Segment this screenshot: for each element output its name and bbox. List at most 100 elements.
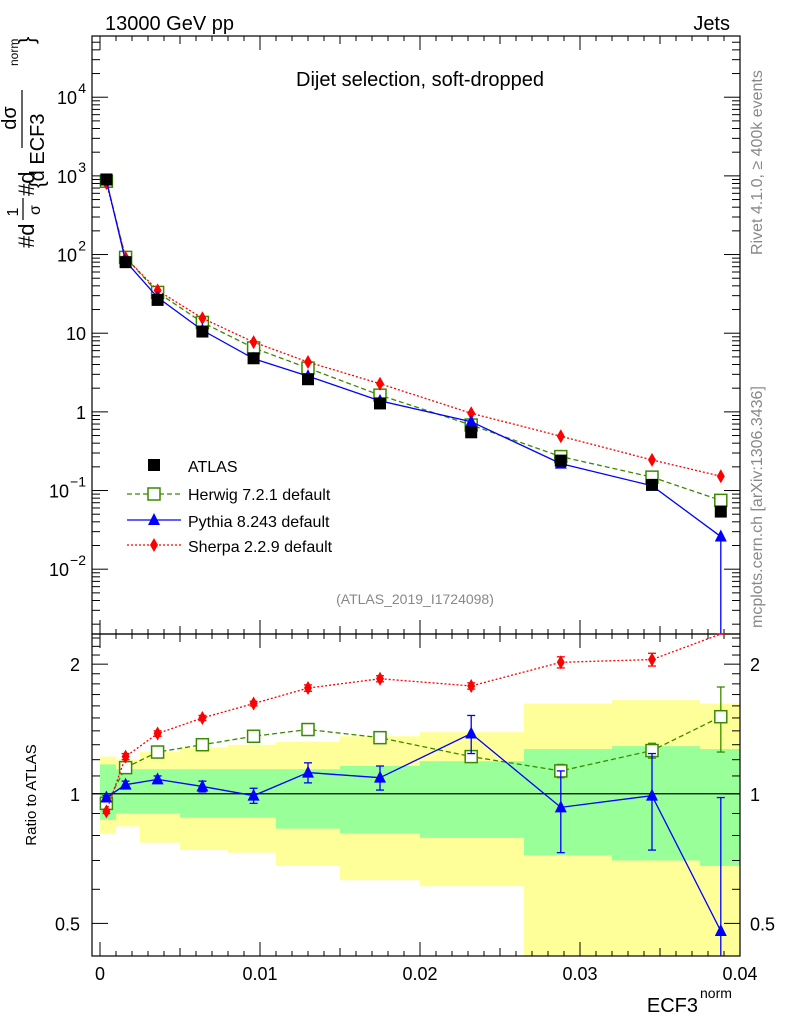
marker-sherpa bbox=[304, 681, 312, 696]
main-y-tick-label: 410 bbox=[57, 80, 86, 108]
svg-text:σ: σ bbox=[27, 205, 44, 215]
main-y-tick-label: 1 bbox=[76, 403, 86, 423]
ratio-y-axis-label: Ratio to ATLAS bbox=[23, 744, 40, 845]
marker-sherpa bbox=[102, 804, 111, 819]
legend-entry-atlas: ATLAS bbox=[148, 459, 238, 476]
marker-herwig bbox=[373, 730, 387, 745]
ratio-y-tick-label-right: 1 bbox=[750, 785, 760, 805]
marker-herwig bbox=[714, 493, 728, 508]
main-y-tick-exponent: 2 bbox=[78, 238, 86, 254]
x-tick-label: 0 bbox=[95, 964, 105, 984]
marker-pythia bbox=[714, 924, 727, 937]
marker-pythia bbox=[100, 790, 113, 803]
legend-entry-sherpa: Sherpa 2.2.9 default bbox=[127, 538, 333, 556]
selection-subtitle: Dijet selection, soft-dropped bbox=[296, 69, 544, 91]
marker-sherpa bbox=[121, 749, 130, 764]
main-y-tick-exponent: −2 bbox=[70, 552, 86, 568]
line-herwig bbox=[105, 181, 722, 501]
main-y-tick-label: −110 bbox=[49, 474, 86, 502]
band-stat-2 bbox=[140, 769, 180, 814]
ratio-plot: 0 0.01 0.02 0.03 0.04 2 2 1 1 0.5 0.5 bbox=[55, 633, 775, 984]
x-tick-label: 0.03 bbox=[562, 964, 597, 984]
marker-sherpa bbox=[153, 283, 162, 298]
marker-pythia bbox=[247, 788, 260, 801]
marker-pythia bbox=[554, 800, 567, 813]
marker-pythia bbox=[374, 770, 386, 783]
line-pythia bbox=[105, 180, 722, 538]
legend-label-pythia: Pythia 8.243 default bbox=[188, 514, 330, 531]
marker-sherpa bbox=[376, 376, 384, 391]
svg-text:#d: #d bbox=[14, 224, 39, 248]
x-tick-label: 0.01 bbox=[242, 964, 277, 984]
marker-atlas bbox=[100, 173, 113, 186]
ratio-y-tick-label-right: 0.5 bbox=[750, 914, 775, 934]
main-y-axis-label: #d 1 σ #d norm dσ {d ECF3 } bbox=[0, 37, 49, 248]
marker-pythia bbox=[714, 529, 727, 542]
marker-pythia bbox=[646, 788, 658, 801]
marker-sherpa bbox=[467, 678, 476, 693]
marker-herwig bbox=[246, 729, 261, 744]
marker-sherpa bbox=[648, 652, 656, 667]
main-y-tick-label: −210 bbox=[49, 552, 86, 580]
ratio-y-tick-label-right: 2 bbox=[750, 655, 760, 675]
svg-text:#d: #d bbox=[14, 172, 39, 196]
main-y-tick-base: 10 bbox=[49, 560, 69, 580]
marker-atlas bbox=[374, 397, 386, 410]
rivet-version-label: Rivet 4.1.0, ≥ 400k events bbox=[749, 70, 766, 255]
main-y-tick-label: 10 bbox=[66, 324, 86, 344]
marker-herwig bbox=[301, 722, 315, 737]
ratio-frame bbox=[91, 633, 741, 957]
marker-pythia bbox=[465, 414, 478, 427]
legend: ATLAS Herwig 7.2.1 default Pythia 8.243 … bbox=[127, 459, 333, 556]
legend-label-atlas: ATLAS bbox=[188, 459, 238, 476]
marker-herwig bbox=[195, 737, 210, 752]
marker-sherpa bbox=[198, 710, 207, 725]
svg-text:1: 1 bbox=[5, 207, 22, 216]
marker-atlas bbox=[714, 505, 727, 518]
marker-sherpa bbox=[648, 452, 656, 467]
svg-text:norm: norm bbox=[700, 985, 732, 1001]
svg-text:}: } bbox=[14, 37, 39, 44]
marker-pythia bbox=[302, 765, 314, 778]
x-axis-label: ECF3 norm bbox=[647, 985, 732, 1017]
main-y-tick-exponent: 4 bbox=[78, 80, 86, 96]
main-y-tick-label: 210 bbox=[57, 238, 86, 266]
marker-pythia bbox=[119, 777, 132, 790]
marker-sherpa bbox=[376, 671, 384, 686]
main-y-tick-label: 310 bbox=[57, 159, 86, 187]
marker-atlas bbox=[554, 454, 567, 467]
x-tick-label: 0.02 bbox=[402, 964, 437, 984]
marker-herwig bbox=[714, 709, 728, 724]
marker-sherpa bbox=[304, 355, 312, 370]
ratio-y-tick-label: 2 bbox=[70, 655, 80, 675]
ratio-y-tick-label: 0.5 bbox=[55, 914, 80, 934]
legend-label-sherpa: Sherpa 2.2.9 default bbox=[188, 539, 333, 556]
main-y-tick-exponent: −1 bbox=[70, 474, 86, 490]
marker-atlas bbox=[302, 373, 314, 386]
band-stat-1 bbox=[116, 769, 140, 814]
main-y-tick-base: 10 bbox=[57, 167, 77, 187]
marker-sherpa bbox=[556, 655, 565, 670]
mcplots-label: mcplots.cern.ch [arXiv:1306.3436] bbox=[749, 386, 766, 628]
legend-entry-pythia: Pythia 8.243 default bbox=[127, 513, 330, 531]
energy-label: 13000 GeV pp bbox=[105, 13, 234, 35]
marker-sherpa bbox=[249, 335, 258, 350]
marker-sherpa bbox=[153, 726, 162, 741]
marker-herwig bbox=[150, 745, 165, 759]
marker-atlas bbox=[646, 478, 658, 491]
marker-sherpa bbox=[556, 429, 565, 444]
marker-atlas bbox=[196, 325, 209, 338]
process-label: Jets bbox=[693, 13, 730, 35]
band-stat-7 bbox=[420, 761, 524, 838]
marker-atlas bbox=[119, 256, 132, 269]
ratio-line-sherpa bbox=[105, 633, 722, 812]
main-y-tick-base: 10 bbox=[66, 324, 86, 344]
marker-sherpa bbox=[249, 696, 258, 711]
legend-label-herwig: Herwig 7.2.1 default bbox=[188, 487, 331, 504]
main-y-tick-base: 10 bbox=[49, 482, 69, 502]
marker-atlas bbox=[151, 293, 164, 306]
marker-pythia bbox=[465, 726, 478, 739]
x-tick-label: 0.04 bbox=[722, 964, 757, 984]
main-y-tick-base: 10 bbox=[57, 246, 77, 266]
